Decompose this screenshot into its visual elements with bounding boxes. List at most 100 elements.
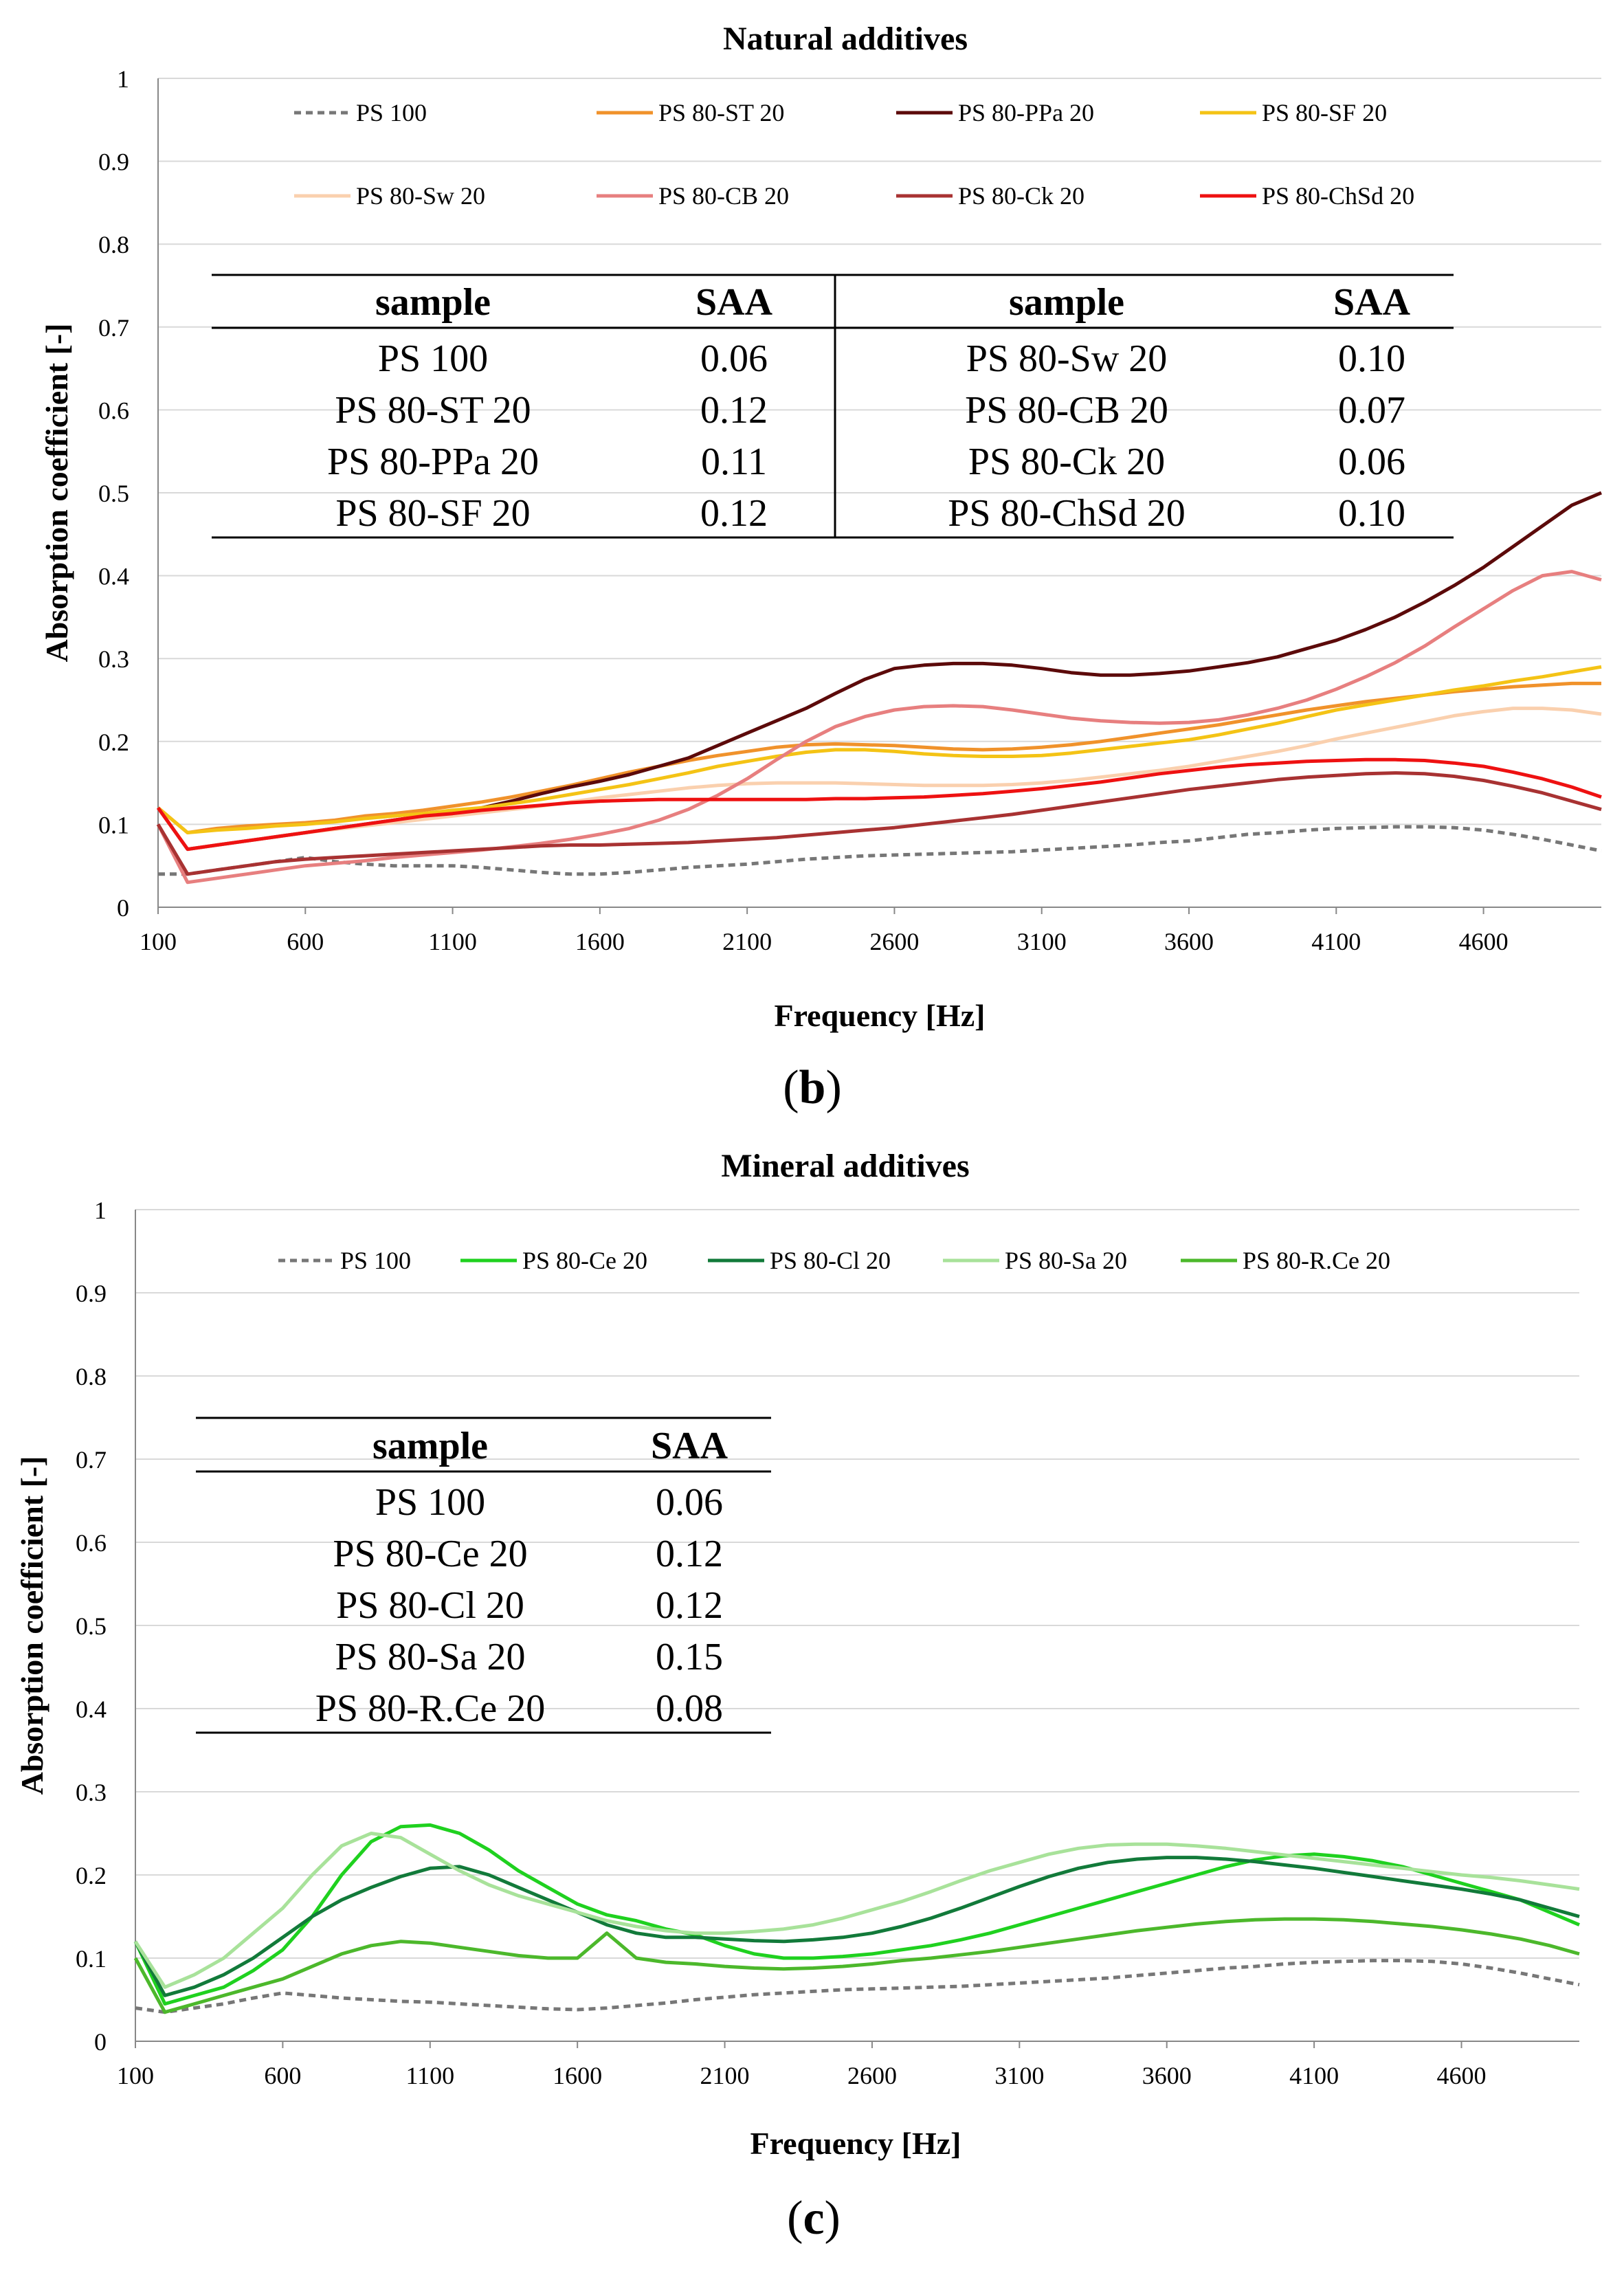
y-tick-label: 0.4 bbox=[98, 563, 129, 590]
x-tick-label: 100 bbox=[140, 928, 177, 955]
x-tick-label: 3100 bbox=[1017, 928, 1067, 955]
series-line-3 bbox=[157, 665, 1602, 834]
x-tick-label: 2100 bbox=[722, 928, 772, 955]
x-tick-label: 3600 bbox=[1142, 2062, 1192, 2089]
x-tick-label: 600 bbox=[264, 2062, 301, 2089]
series-line-1 bbox=[157, 681, 1601, 834]
y-tick-label: 0.8 bbox=[76, 1363, 107, 1390]
y-tick-label: 0.6 bbox=[76, 1529, 107, 1557]
series-line-2 bbox=[133, 1856, 1580, 1997]
table-cell: PS 80-Cl 20 bbox=[336, 1584, 524, 1627]
y-tick-label: 0.5 bbox=[76, 1612, 107, 1640]
series-line-3 bbox=[133, 1832, 1580, 1989]
legend-label: PS 80-Sw 20 bbox=[356, 182, 485, 210]
table-header-sample: sample bbox=[372, 1425, 488, 1467]
table-cell: 0.06 bbox=[700, 337, 768, 380]
y-tick-label: 0.3 bbox=[76, 1779, 107, 1806]
y-tick-label: 0.5 bbox=[98, 480, 129, 507]
table-cell: PS 80-ChSd 20 bbox=[948, 492, 1185, 535]
table-cell: PS 80-R.Ce 20 bbox=[315, 1687, 546, 1730]
y-tick-label: 1 bbox=[117, 65, 129, 93]
chart-title: Mineral additives bbox=[721, 1148, 969, 1184]
y-tick-label: 0.2 bbox=[98, 729, 129, 756]
x-tick-label: 100 bbox=[117, 2062, 154, 2089]
y-tick-label: 0.8 bbox=[98, 231, 129, 258]
legend-label: PS 100 bbox=[356, 99, 427, 126]
legend-label: PS 80-Ce 20 bbox=[522, 1247, 647, 1274]
table-cell: 0.07 bbox=[1338, 389, 1405, 432]
legend-label: PS 80-Ck 20 bbox=[958, 182, 1084, 210]
legend-label: PS 80-PPa 20 bbox=[958, 99, 1094, 126]
table-cell: 0.15 bbox=[656, 1636, 723, 1678]
table-cell: PS 80-Ck 20 bbox=[968, 441, 1165, 483]
table-cell: 0.11 bbox=[701, 441, 767, 483]
legend-label: PS 80-Cl 20 bbox=[770, 1247, 891, 1274]
y-tick-label: 0 bbox=[117, 894, 129, 922]
table-cell: PS 100 bbox=[375, 1481, 485, 1524]
x-tick-labels: 100 600 1100 1600 2100 2600 3100 3600 4100 4600 bbox=[140, 907, 1509, 955]
table-cell: 0.10 bbox=[1338, 337, 1405, 380]
y-tick-label: 0.4 bbox=[76, 1696, 107, 1723]
series-lines bbox=[133, 1823, 1580, 2014]
y-tick-label: 0.3 bbox=[98, 645, 129, 673]
x-tick-label: 2600 bbox=[847, 2062, 897, 2089]
table-cell: 0.12 bbox=[656, 1584, 723, 1627]
y-tick-label: 0.1 bbox=[76, 1945, 107, 1973]
x-axis-label: Frequency [Hz] bbox=[774, 998, 985, 1033]
y-tick-label: 0.2 bbox=[76, 1862, 107, 1889]
table-cell: PS 100 bbox=[378, 337, 488, 380]
table-cell: PS 80-Sw 20 bbox=[966, 337, 1168, 380]
table-cell: 0.12 bbox=[656, 1533, 723, 1575]
y-tick-label: 0.6 bbox=[98, 397, 129, 424]
y-tick-labels: 0 0.1 0.2 0.3 0.4 0.5 0.6 0.7 0.8 0.9 1 bbox=[76, 1197, 107, 2056]
series-line-1 bbox=[133, 1823, 1580, 2006]
legend-label: PS 80-R.Ce 20 bbox=[1243, 1247, 1390, 1274]
series-line-5 bbox=[156, 570, 1602, 885]
panel-label: (c) bbox=[787, 2192, 841, 2245]
y-tick-label: 0 bbox=[94, 2028, 107, 2056]
table-cell: PS 80-Ce 20 bbox=[333, 1533, 527, 1575]
table-cell: PS 80-CB 20 bbox=[965, 389, 1168, 432]
legend-label: PS 80-ST 20 bbox=[658, 99, 784, 126]
x-tick-label: 4100 bbox=[1289, 2062, 1339, 2089]
table-cell: PS 80-SF 20 bbox=[335, 492, 530, 535]
chart-mineral-additives: Mineral additives 0 0.1 0.2 0.3 0.4 0.5 0.6 0.7… bbox=[14, 1148, 1580, 2245]
table-header-sample: sample bbox=[375, 281, 491, 324]
x-tick-label: 3600 bbox=[1164, 928, 1214, 955]
table-cell: 0.12 bbox=[700, 492, 768, 535]
legend-label: PS 80-SF 20 bbox=[1262, 99, 1387, 126]
table-header-sample: sample bbox=[1009, 281, 1124, 324]
legend-label: PS 80-CB 20 bbox=[658, 182, 789, 210]
chart-title: Natural additives bbox=[723, 21, 968, 57]
x-axis-label: Frequency [Hz] bbox=[750, 2126, 961, 2161]
legend-label: PS 100 bbox=[340, 1247, 411, 1274]
series-line-6 bbox=[156, 771, 1602, 876]
series-line-7 bbox=[156, 757, 1602, 852]
x-tick-label: 4100 bbox=[1311, 928, 1361, 955]
y-tick-labels: 0 0.1 0.2 0.3 0.4 0.5 0.6 0.7 0.8 0.9 1 bbox=[98, 65, 129, 922]
x-tick-label: 1600 bbox=[575, 928, 625, 955]
legend: PS 100 PS 80-ST 20 PS 80-PPa 20 PS 80-SF 20… bbox=[294, 99, 1414, 210]
legend-label: PS 80-ChSd 20 bbox=[1262, 182, 1414, 210]
y-tick-label: 0.9 bbox=[98, 148, 129, 176]
chart-natural-additives: Natural additives 0 0.1 0.2 0.3 0.4 0.5 0.6 0.7… bbox=[39, 21, 1602, 1114]
y-tick-label: 0.7 bbox=[76, 1446, 107, 1474]
table-cell: PS 80-PPa 20 bbox=[327, 441, 539, 483]
saa-table: sample SAA PS 100 0.06 PS 80-Ce 20 0.12 … bbox=[196, 1417, 771, 1734]
series-lines bbox=[156, 491, 1602, 885]
series-line-4 bbox=[133, 1917, 1580, 2014]
x-tick-label: 3100 bbox=[994, 2062, 1044, 2089]
table-header-saa: SAA bbox=[651, 1425, 728, 1467]
table-cell: PS 80-ST 20 bbox=[335, 389, 531, 432]
y-axis-label: Absorption coefficient [-] bbox=[39, 323, 74, 662]
x-tick-label: 1100 bbox=[405, 2062, 454, 2089]
table-cell: 0.06 bbox=[1338, 441, 1405, 483]
y-tick-label: 0.1 bbox=[98, 811, 129, 838]
table-header-saa: SAA bbox=[696, 281, 773, 324]
x-tick-label: 4600 bbox=[1436, 2062, 1486, 2089]
x-tick-label: 1600 bbox=[553, 2062, 602, 2089]
saa-table: sample SAA sample SAA PS 100 0.06 PS 80-… bbox=[212, 274, 1454, 539]
series-line-0 bbox=[135, 1959, 1580, 2014]
table-cell: PS 80-Sa 20 bbox=[335, 1636, 526, 1678]
